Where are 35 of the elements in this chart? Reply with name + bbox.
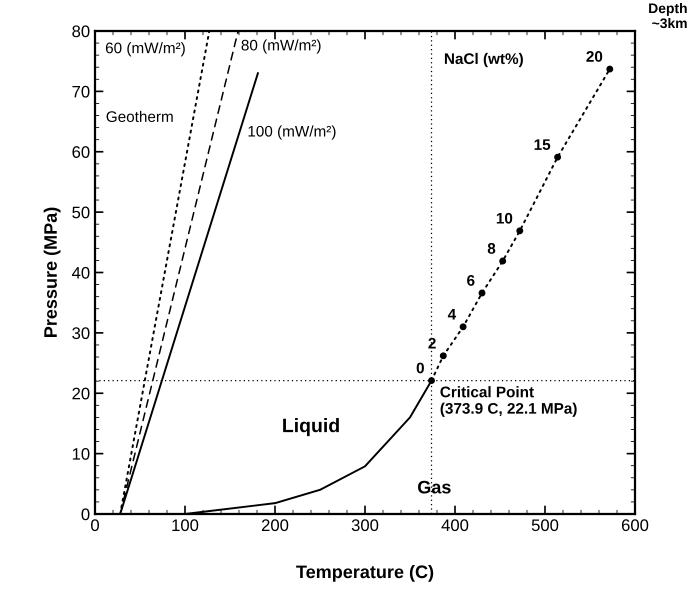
x-tick-label: 200 xyxy=(262,519,288,532)
annotation: Gas xyxy=(418,480,451,494)
annotation: 6 xyxy=(467,275,475,286)
y-tick-label: 80 xyxy=(72,25,90,38)
y-tick-label: 30 xyxy=(72,327,90,340)
y-tick-label: 70 xyxy=(72,86,90,98)
y-tick-label: 60 xyxy=(72,146,90,158)
x-tick-label: 600 xyxy=(622,519,648,532)
annotation: Critical Point (373.9 C, 22.1 MPa) xyxy=(440,386,577,417)
annotation: 20 xyxy=(586,51,602,62)
annotation: Liquid xyxy=(283,418,339,436)
y-tick-label: 20 xyxy=(72,388,90,400)
y-tick-label: 40 xyxy=(72,266,90,279)
annotation: 8 xyxy=(488,243,496,254)
x-tick-label: 400 xyxy=(441,519,468,532)
y-axis-title: Pressure (MPa) xyxy=(44,208,60,338)
annotation: 2 xyxy=(428,338,436,348)
x-tick-label: 500 xyxy=(532,519,558,532)
x-tick-label: 0 xyxy=(91,519,99,532)
x-tick-label: 300 xyxy=(352,519,378,532)
annotation: 15 xyxy=(534,139,550,150)
text: Depth ~3km xyxy=(649,2,687,28)
annotation: 0 xyxy=(416,362,424,374)
annotation: 80 (mW/m²) xyxy=(242,39,321,54)
annotation: Geotherm xyxy=(106,110,173,122)
annotation: 100 (mW/m²) xyxy=(248,125,336,140)
annotation: 4 xyxy=(448,308,456,320)
y-tick-label: 0 xyxy=(82,508,90,520)
annotation: NaCl (wt%) xyxy=(444,52,523,68)
x-tick-label: 100 xyxy=(172,519,198,532)
annotation: 10 xyxy=(496,212,512,224)
y-tick-label: 50 xyxy=(72,206,90,218)
x-axis-title: Temperature (C) xyxy=(296,564,434,582)
y-tick-label: 10 xyxy=(72,448,90,460)
annotation: 60 (mW/m²) xyxy=(106,42,185,56)
